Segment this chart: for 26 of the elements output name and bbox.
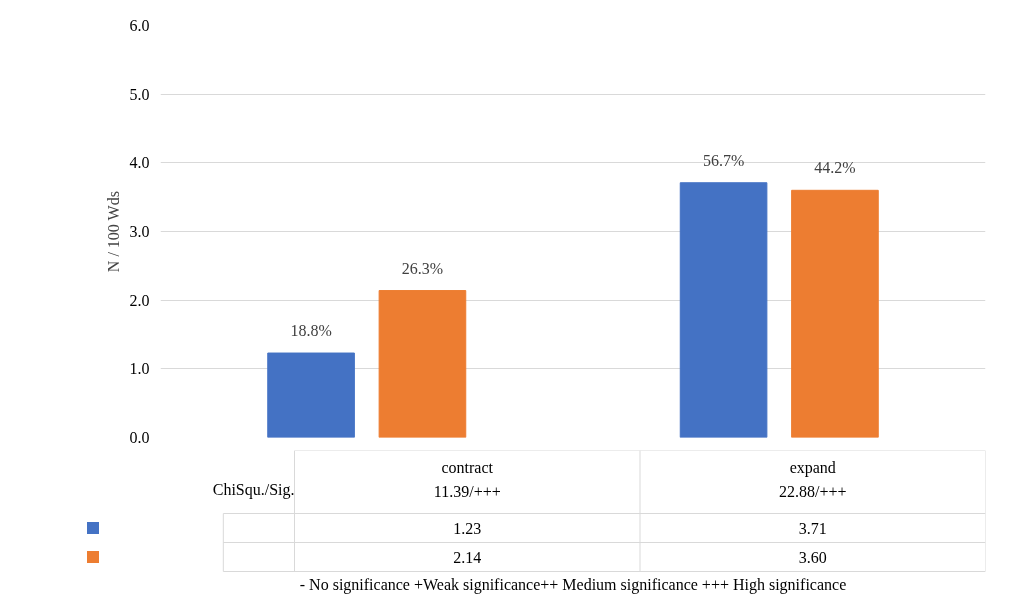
data-label: 3.60 bbox=[798, 548, 827, 566]
x-tick-label: expand bbox=[789, 458, 836, 477]
bar bbox=[679, 182, 768, 438]
bar bbox=[791, 189, 879, 438]
text: 22.88/+++ bbox=[778, 482, 847, 500]
data-label: 2.14 bbox=[453, 548, 482, 566]
y-tick-label: 2.0 bbox=[129, 291, 150, 309]
y-tick-label: 3.0 bbox=[129, 223, 150, 240]
text: 11.39/+++ bbox=[433, 482, 501, 500]
text: ChiSqu./Sig. bbox=[212, 480, 295, 499]
x-tick-label: contract bbox=[441, 458, 494, 476]
text: - No significance +Weak significance++ Medium significance +++ High significance bbox=[299, 575, 847, 594]
bar bbox=[378, 290, 467, 438]
annotation: 56.7% bbox=[702, 151, 745, 169]
bar bbox=[267, 352, 355, 438]
annotation: 18.8% bbox=[290, 322, 332, 340]
annotation: 26.3% bbox=[401, 259, 444, 277]
data-label: 1.23 bbox=[453, 519, 482, 537]
y-tick-label: 4.0 bbox=[129, 154, 150, 172]
y-axis-title: N / 100 Wds bbox=[104, 191, 122, 273]
y-tick-label: 0.0 bbox=[129, 429, 150, 446]
y-tick-label: 1.0 bbox=[129, 360, 150, 378]
data-label: 3.71 bbox=[798, 519, 827, 537]
y-tick-label: 5.0 bbox=[129, 85, 150, 103]
y-tick-label: 6.0 bbox=[129, 17, 150, 34]
annotation: 44.2% bbox=[814, 159, 856, 177]
